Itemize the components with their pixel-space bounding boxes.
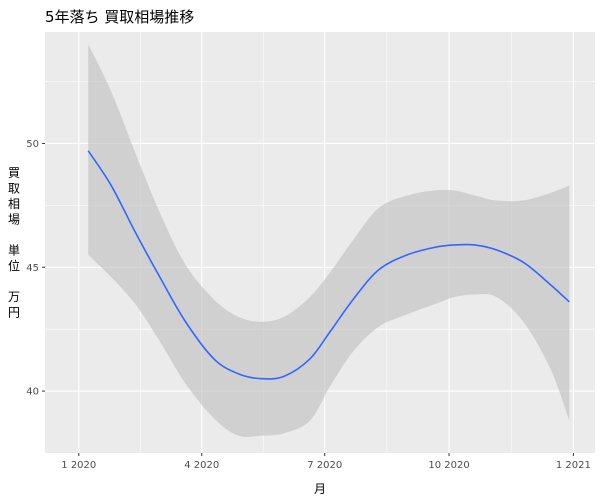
chart-title: 5年落ち 買取相場推移 bbox=[45, 8, 194, 26]
x-tick-label: 1 2020 bbox=[61, 460, 96, 471]
x-tick-label: 7 2020 bbox=[307, 460, 342, 471]
y-tick-label: 45 bbox=[26, 263, 39, 274]
x-tick-label: 1 2021 bbox=[556, 460, 591, 471]
y-axis-title-char: 取 bbox=[8, 182, 20, 196]
y-tick-label: 50 bbox=[26, 139, 39, 150]
y-axis-title-char: 円 bbox=[8, 306, 20, 320]
y-axis-title-char: 単 bbox=[8, 244, 20, 258]
x-tick-label: 4 2020 bbox=[184, 460, 219, 471]
y-axis-title-char: 相 bbox=[8, 197, 20, 211]
y-tick-label: 40 bbox=[26, 387, 39, 398]
x-axis-title: 月 bbox=[314, 482, 326, 496]
series-line bbox=[87, 150, 570, 380]
x-axis: 1 2020 4 2020 7 2020 10 2020 1 2021 bbox=[61, 453, 591, 471]
y-axis: 40 45 50 bbox=[26, 139, 45, 398]
y-axis-title-char: 場 bbox=[8, 213, 20, 227]
x-tick-label: 10 2020 bbox=[428, 460, 469, 471]
confidence-ribbon bbox=[88, 44, 570, 438]
y-axis-title-char: 買 bbox=[8, 166, 20, 180]
y-axis-title-char: 万 bbox=[8, 290, 20, 304]
y-axis-title-char: 位 bbox=[8, 258, 20, 273]
